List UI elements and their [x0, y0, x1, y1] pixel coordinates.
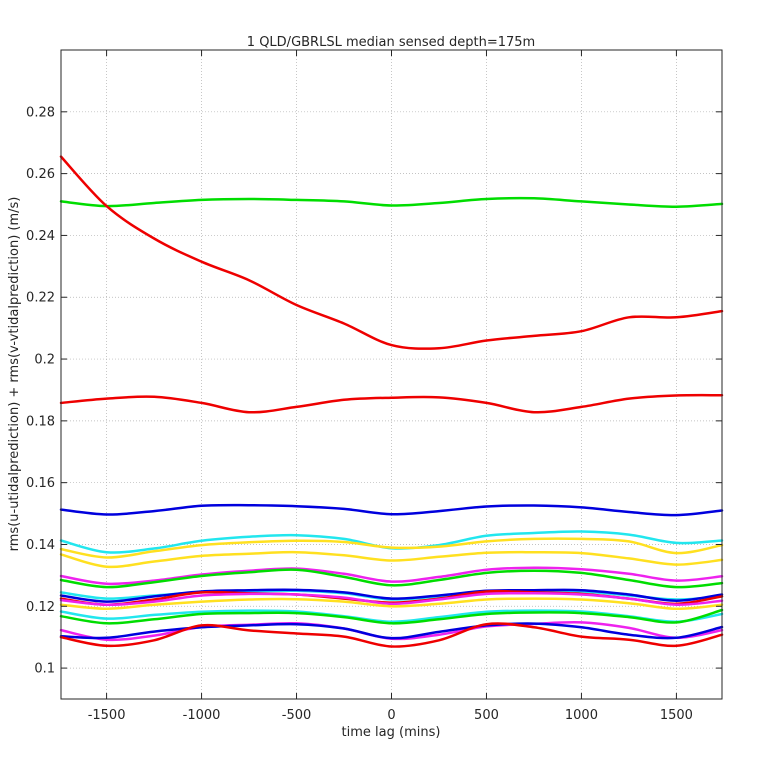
- series-line-8: [59, 566, 724, 586]
- series-line-19: [59, 622, 724, 648]
- y-tick-label: 0.26: [26, 167, 55, 182]
- chart-title: 1 QLD/GBRLSL median sensed depth=175m: [247, 35, 535, 50]
- series-line-3: [59, 393, 724, 414]
- y-tick-label: 0.28: [26, 105, 55, 120]
- x-tick-label: 500: [474, 708, 499, 723]
- x-tick-label: -1500: [88, 708, 126, 723]
- series-line-11: [59, 588, 724, 603]
- series-line-9: [59, 568, 724, 589]
- series-line-6: [59, 537, 724, 559]
- y-tick-label: 0.22: [26, 291, 55, 306]
- y-tick-label: 0.2: [34, 353, 55, 368]
- series-line-18: [59, 622, 724, 640]
- series-line-2: [59, 155, 724, 350]
- x-axis-label: time lag (mins): [342, 725, 441, 740]
- y-tick-label: 0.24: [26, 229, 55, 244]
- y-tick-label: 0.1: [34, 662, 55, 677]
- y-tick-label: 0.18: [26, 414, 55, 429]
- y-tick-label: 0.12: [26, 600, 55, 615]
- series-line-13: [59, 591, 724, 606]
- series-lines: [59, 155, 724, 648]
- y-axis-label: rms(u-utidalprediction) + rms(v-vtidalpr…: [7, 197, 22, 552]
- x-tick-label: 0: [387, 708, 395, 723]
- series-line-7: [59, 550, 724, 569]
- grid: [61, 50, 722, 699]
- series-line-1: [59, 196, 724, 208]
- x-tick-label: 1500: [660, 708, 693, 723]
- series-line-4: [59, 503, 724, 517]
- x-tick-label: -500: [282, 708, 312, 723]
- x-tick-label: -1000: [183, 708, 221, 723]
- series-line-16: [59, 608, 724, 625]
- axis-ticks: -1500 -1000 -500 0 500 1000 1500 0.1 0.12 0.14 0.1…: [26, 50, 722, 723]
- y-tick-label: 0.14: [26, 538, 55, 553]
- y-tick-label: 0.16: [26, 476, 55, 491]
- x-tick-label: 1000: [565, 708, 598, 723]
- series-line-14: [59, 597, 724, 611]
